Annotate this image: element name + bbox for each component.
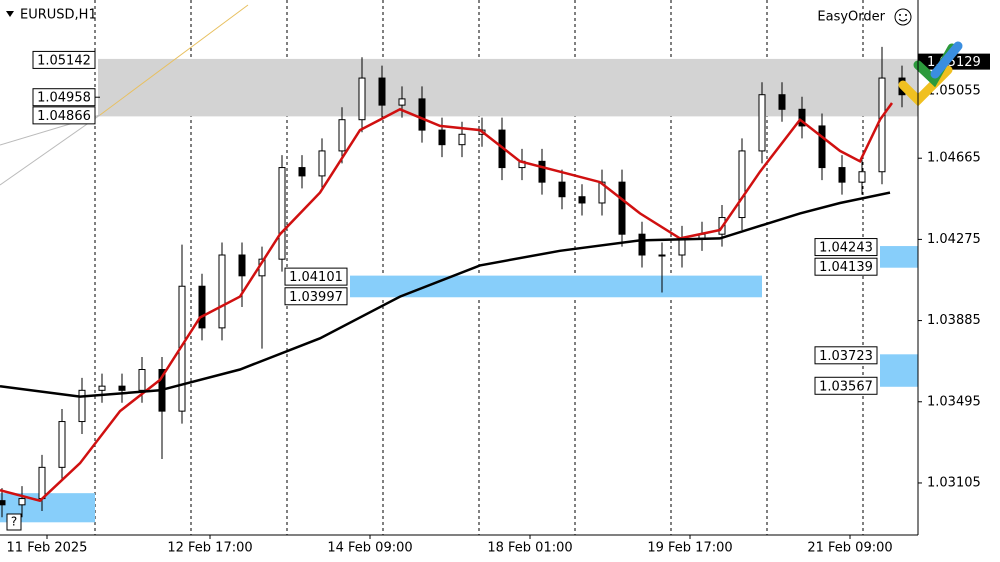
candle-body (558, 181, 566, 198)
candle-body (78, 389, 86, 423)
price-label-secondary: 1.05055 (927, 84, 981, 99)
price-label: 1.03723 (819, 349, 873, 364)
candle-body (638, 233, 646, 256)
y-tick-label: 1.03885 (927, 313, 981, 328)
candle-body (618, 181, 626, 235)
price-label: 1.04866 (37, 109, 91, 124)
x-tick-label: 11 Feb 2025 (7, 541, 88, 556)
moving-average (0, 102, 894, 503)
zone (880, 246, 918, 268)
price-label-box (814, 346, 878, 365)
smiley-eye (905, 14, 907, 16)
candle-body (0, 500, 6, 506)
candle-body (778, 94, 786, 110)
y-tick-label: 1.03105 (927, 475, 981, 490)
candle-body (378, 77, 386, 106)
candle-body (138, 369, 146, 391)
price-label: 1.03997 (289, 290, 343, 305)
background-layer (0, 0, 918, 535)
price-label: 1.04101 (289, 270, 343, 285)
price-label-box (32, 88, 96, 107)
menu-arrow[interactable] (6, 11, 14, 17)
candle-body (58, 421, 66, 468)
candle-body (738, 150, 746, 219)
moving-average (0, 191, 891, 398)
candle-body (118, 385, 126, 391)
candle-body (538, 160, 546, 183)
candle-body (238, 254, 246, 277)
candle-body (818, 125, 826, 169)
y-tick-label: 1.03495 (927, 394, 981, 409)
candle-body (18, 498, 26, 506)
candle-body (878, 77, 886, 173)
candle-body (198, 285, 206, 329)
x-tick-label: 12 Feb 17:00 (167, 541, 252, 556)
price-label: 1.05142 (37, 53, 91, 68)
x-tick-label: 14 Feb 09:00 (327, 541, 412, 556)
price-label-box (284, 287, 348, 306)
smiley-mouth (898, 18, 908, 22)
candle-body (358, 77, 366, 121)
candle-body (278, 167, 286, 260)
candle-body (338, 119, 346, 152)
price-label-box (284, 267, 348, 286)
candle-body (658, 254, 666, 257)
price-label: 1.04139 (819, 260, 873, 275)
help-mark[interactable]: ? (11, 515, 17, 529)
candle-body (758, 94, 766, 152)
price-label-box (814, 257, 878, 276)
price-label-box (814, 376, 878, 395)
y-tick-label: 1.04275 (927, 232, 981, 247)
smiley (894, 8, 912, 26)
symbol-title: EURUSD,H1 (20, 8, 97, 23)
candle-body (98, 385, 106, 391)
y-tick-label: 1.04665 (927, 151, 981, 166)
x-tick-label: 18 Feb 01:00 (487, 541, 572, 556)
foreground-layer: 1.05142 1.04866 1.04101 1.03997 1.04243 1.041… (0, 41, 990, 556)
candle-body (798, 108, 806, 127)
zone (350, 275, 762, 298)
candle-body (678, 237, 686, 256)
logo (930, 41, 963, 79)
x-tick-label: 19 Feb 17:00 (647, 541, 732, 556)
trend-line (99, 4, 249, 116)
price-label-box (814, 238, 878, 257)
price-label: 1.04958 (37, 91, 91, 106)
price-label: 1.04243 (819, 241, 873, 256)
candle-body (438, 129, 446, 146)
candle-body (578, 196, 586, 204)
candle-body (418, 98, 426, 131)
zone (880, 354, 918, 387)
easyorder-label[interactable]: EasyOrder (817, 10, 885, 25)
candle-body (838, 167, 846, 183)
current-price-box (918, 53, 990, 70)
help-box[interactable] (6, 513, 22, 531)
candle-body (318, 150, 326, 177)
candle-body (38, 466, 46, 500)
candle-body (858, 171, 866, 183)
candle-body (398, 98, 406, 106)
price-label-box (32, 50, 96, 69)
candle-body (458, 133, 466, 146)
price-label-box (32, 106, 96, 125)
zone (98, 58, 918, 117)
candle-body (218, 254, 226, 329)
x-tick-label: 21 Feb 09:00 (807, 541, 892, 556)
candle-body (298, 167, 306, 177)
smiley-eye (899, 14, 901, 16)
trend-line (0, 114, 101, 186)
price-label: 1.03567 (819, 379, 873, 394)
